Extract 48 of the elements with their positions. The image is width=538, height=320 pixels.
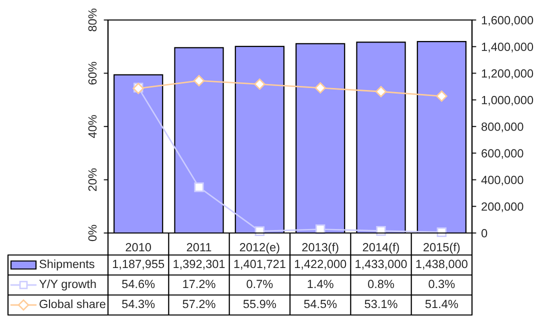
y2-tick-label: 1,600,000 xyxy=(482,16,534,26)
data-label: 57.2% xyxy=(182,300,216,308)
data-label: 1,438,000 xyxy=(416,260,468,270)
x-tick-label: 2011 xyxy=(186,243,212,252)
point xyxy=(194,182,204,192)
y2-tick-label: 800,000 xyxy=(482,122,524,132)
data-label: 0.3% xyxy=(428,280,455,288)
y2-tick-label: 0 xyxy=(481,229,488,238)
x-tick-label: 2012(e) xyxy=(240,242,280,254)
data-label: 1,187,955 xyxy=(112,260,164,270)
y2-tick-label: 400,000 xyxy=(481,176,524,186)
y-tick-label: 0% xyxy=(88,224,97,242)
data-label: 53.1% xyxy=(364,300,398,308)
point xyxy=(376,226,386,236)
y-tick-label: 20% xyxy=(88,168,97,191)
data-label: 1,392,301 xyxy=(174,260,225,270)
y2-tick-label: 1,400,000 xyxy=(482,42,534,52)
legend-label: Global share xyxy=(40,299,106,308)
y2-tick-label: 1,000,000 xyxy=(482,96,534,106)
data-label: 1,401,721 xyxy=(234,260,286,270)
point xyxy=(254,78,266,90)
y-tick-label: 80% xyxy=(88,8,97,32)
data-label: 1,433,000 xyxy=(356,260,407,270)
data-label: 1,422,000 xyxy=(294,260,346,270)
point xyxy=(375,86,387,98)
x-tick-label: 2010 xyxy=(126,243,152,252)
point xyxy=(436,90,448,102)
y2-tick-label: 600,000 xyxy=(482,149,524,159)
x-tick-label: 2014(f) xyxy=(362,242,399,254)
legend-label: Shipments xyxy=(40,259,94,271)
y2-tick-label: 1,200,000 xyxy=(482,69,534,80)
x-tick-label: 2013(f) xyxy=(302,242,338,254)
x-tick-label: 2015(f) xyxy=(424,242,460,254)
data-label: 54.5% xyxy=(304,300,337,308)
data-label: 0.8% xyxy=(368,280,394,288)
legend-label: Y/Y growth xyxy=(39,279,96,291)
point xyxy=(193,75,205,86)
data-label: 1.4% xyxy=(308,280,334,288)
y-tick-label: 60% xyxy=(88,62,97,84)
data-label: 54.6% xyxy=(122,280,155,288)
data-label: 17.2% xyxy=(183,280,216,288)
data-label: 54.3% xyxy=(122,300,155,308)
point xyxy=(314,82,326,94)
y2-tick-label: 200,000 xyxy=(482,202,524,212)
data-label: 0.7% xyxy=(246,280,273,288)
y-tick-label: 40% xyxy=(88,115,97,138)
data-label: 51.4% xyxy=(425,300,458,308)
data-label: 55.9% xyxy=(243,300,276,308)
